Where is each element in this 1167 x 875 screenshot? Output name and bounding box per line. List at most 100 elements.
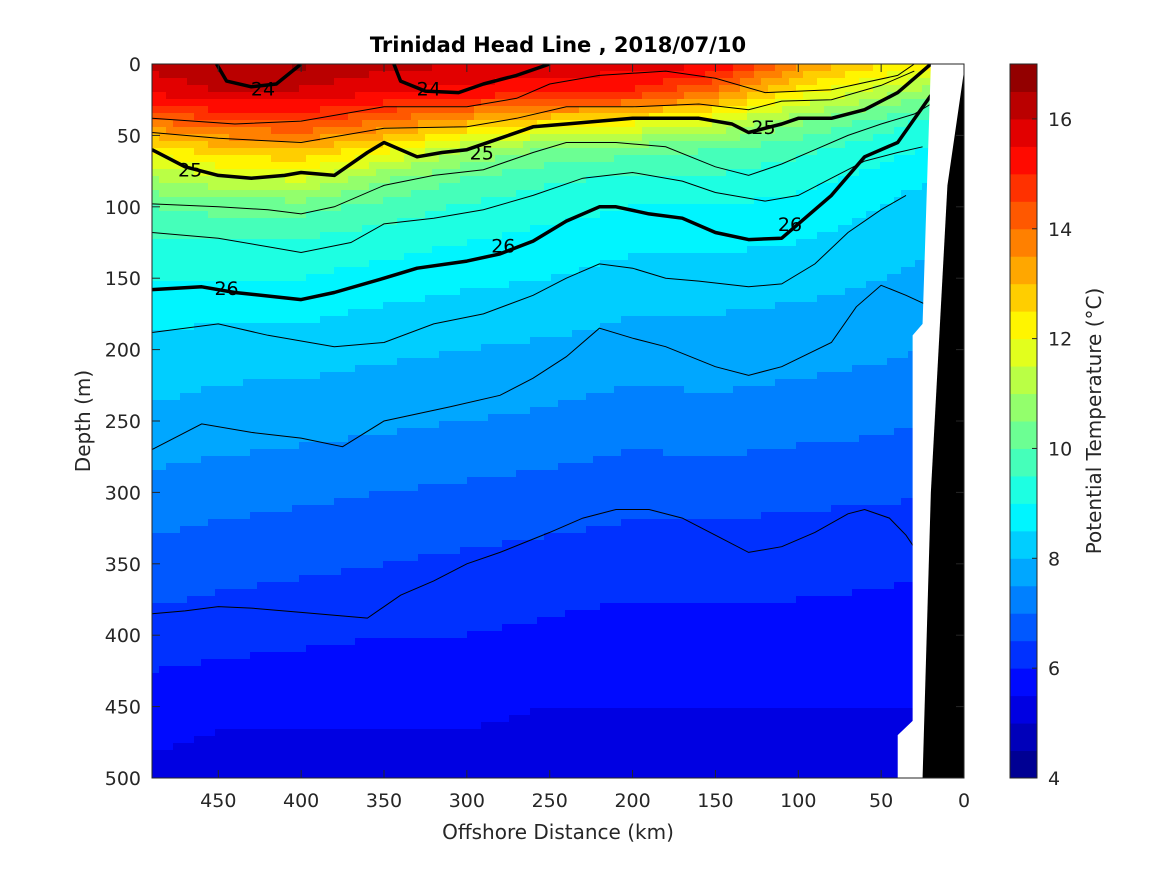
field-cell (257, 99, 265, 107)
field-cell (348, 71, 356, 79)
field-cell (159, 316, 167, 324)
field-cell (264, 169, 272, 177)
field-cell (831, 267, 839, 275)
field-cell (516, 190, 524, 198)
field-cell (425, 134, 433, 142)
field-cell (663, 281, 671, 289)
field-cell (593, 316, 601, 324)
field-cell (474, 71, 482, 79)
field-cell (733, 281, 741, 289)
field-cell (180, 113, 188, 121)
field-cell (180, 365, 188, 373)
field-cell (621, 281, 629, 289)
field-cell (425, 162, 433, 170)
field-cell (670, 274, 678, 282)
field-cell (432, 190, 440, 198)
field-cell (460, 267, 468, 275)
field-cell (299, 127, 307, 135)
field-cell (586, 78, 594, 86)
field-cell (831, 78, 839, 86)
field-cell (698, 155, 706, 163)
field-cell (642, 134, 650, 142)
field-cell (180, 232, 188, 240)
field-cell (754, 302, 762, 310)
field-cell (586, 134, 594, 142)
field-cell (187, 274, 195, 282)
field-cell (593, 309, 601, 317)
field-cell (376, 218, 384, 226)
field-cell (250, 134, 258, 142)
field-cell (166, 134, 174, 142)
field-cell (271, 64, 279, 72)
field-cell (348, 197, 356, 205)
field-cell (201, 127, 209, 135)
field-cell (306, 99, 314, 107)
field-cell (803, 274, 811, 282)
field-cell (502, 113, 510, 121)
field-cell (530, 211, 538, 219)
field-cell (523, 78, 531, 86)
field-cell (761, 204, 769, 212)
field-cell (677, 344, 685, 352)
field-cell (670, 253, 678, 261)
field-cell (411, 260, 419, 268)
field-cell (677, 351, 685, 359)
field-cell (243, 260, 251, 268)
field-cell (299, 239, 307, 247)
field-cell (600, 64, 608, 72)
field-cell (894, 309, 902, 317)
field-cell (362, 169, 370, 177)
field-cell (537, 106, 545, 114)
field-cell (306, 78, 314, 86)
field-cell (712, 134, 720, 142)
field-cell (362, 197, 370, 205)
field-cell (250, 162, 258, 170)
field-cell (439, 141, 447, 149)
field-cell (852, 316, 860, 324)
field-cell (824, 281, 832, 289)
field-cell (852, 190, 860, 198)
field-cell (208, 155, 216, 163)
field-cell (313, 239, 321, 247)
field-cell (243, 274, 251, 282)
field-cell (271, 281, 279, 289)
field-cell (747, 337, 755, 345)
field-cell (187, 106, 195, 114)
field-cell (880, 92, 888, 100)
field-cell (222, 141, 230, 149)
field-cell (824, 169, 832, 177)
field-cell (824, 64, 832, 72)
field-cell (565, 141, 573, 149)
field-cell (173, 365, 181, 373)
field-cell (236, 218, 244, 226)
field-cell (201, 344, 209, 352)
field-cell (376, 302, 384, 310)
field-cell (201, 190, 209, 198)
field-cell (887, 106, 895, 114)
field-cell (572, 134, 580, 142)
field-cell (327, 267, 335, 275)
field-cell (439, 71, 447, 79)
field-cell (208, 281, 216, 289)
field-cell (691, 323, 699, 331)
field-cell (446, 190, 454, 198)
field-cell (313, 148, 321, 156)
field-cell (796, 358, 804, 366)
field-cell (481, 225, 489, 233)
field-cell (684, 232, 692, 240)
field-cell (334, 113, 342, 121)
field-cell (187, 92, 195, 100)
field-cell (159, 99, 167, 107)
field-cell (761, 351, 769, 359)
field-cell (509, 176, 517, 184)
field-cell (425, 351, 433, 359)
field-cell (894, 281, 902, 289)
field-cell (453, 232, 461, 240)
field-cell (222, 218, 230, 226)
field-cell (299, 218, 307, 226)
field-cell (719, 225, 727, 233)
field-cell (432, 197, 440, 205)
field-cell (607, 323, 615, 331)
field-cell (600, 358, 608, 366)
field-cell (719, 302, 727, 310)
